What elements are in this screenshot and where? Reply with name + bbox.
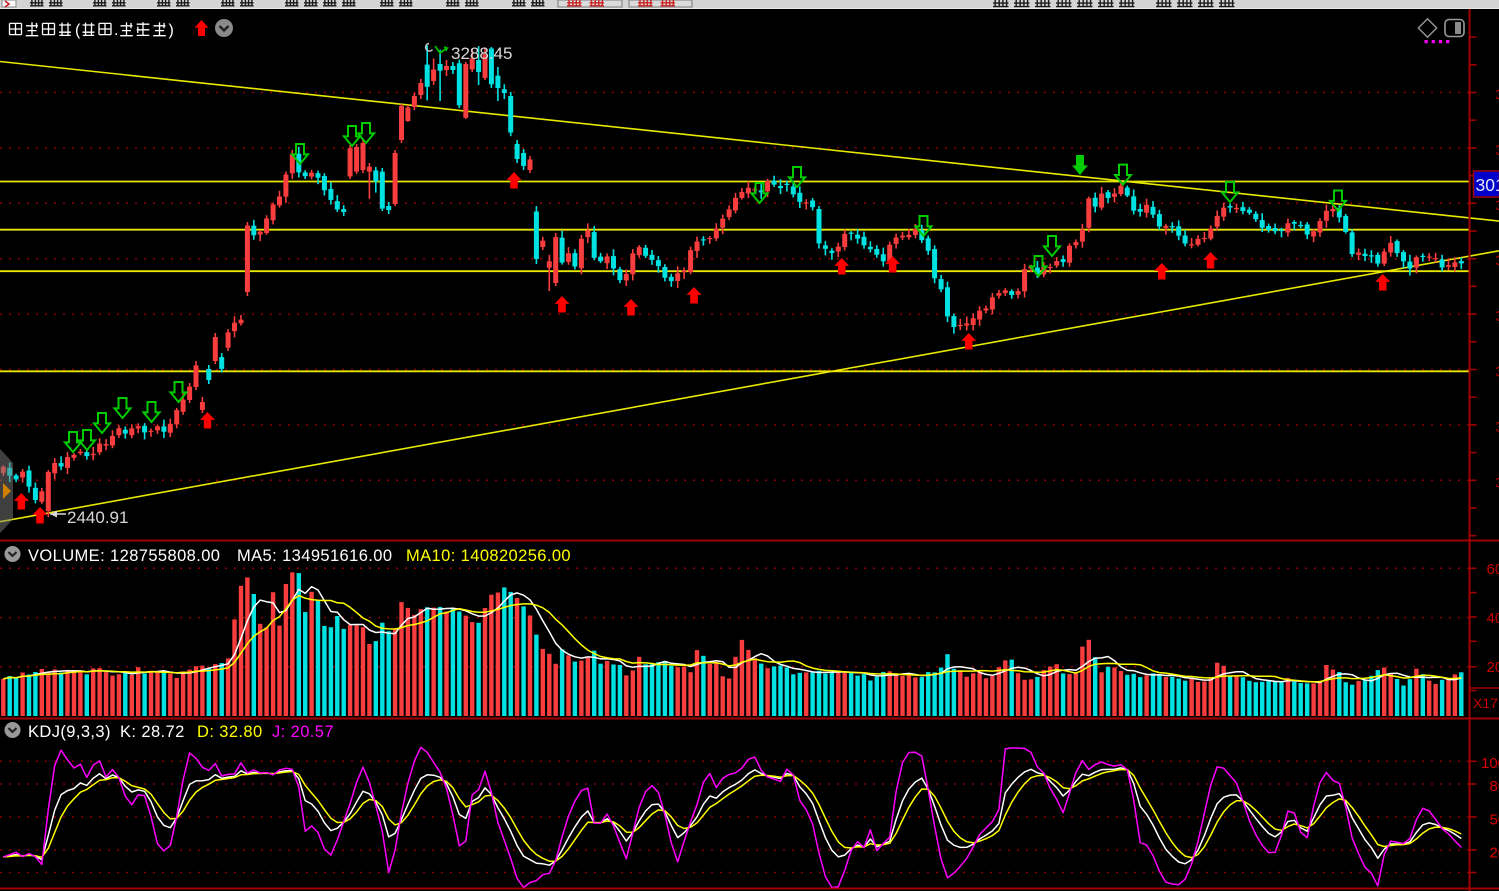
svg-text:20: 20 [1490, 845, 1499, 862]
svg-text:80: 80 [1490, 778, 1499, 795]
svg-text:30: 30 [1496, 419, 1499, 436]
svg-text:20: 20 [1487, 659, 1499, 676]
svg-text:50: 50 [1490, 812, 1499, 829]
svg-text:30: 30 [1496, 142, 1499, 159]
svg-text:MA5: 134951616.00: MA5: 134951616.00 [237, 547, 392, 565]
svg-text:VOLUME: 128755808.00: VOLUME: 128755808.00 [28, 547, 220, 565]
svg-text:3288.45: 3288.45 [451, 44, 512, 63]
svg-text:X17: X17 [1473, 695, 1498, 711]
svg-text:30: 30 [1496, 197, 1499, 214]
svg-text:K: 28.72: K: 28.72 [120, 723, 185, 741]
svg-text:KDJ(9,3,3): KDJ(9,3,3) [28, 723, 111, 741]
svg-text:): ) [169, 22, 174, 39]
svg-text:30: 30 [1496, 364, 1499, 381]
svg-text:.: . [114, 22, 118, 39]
svg-text:MA10: 140820256.00: MA10: 140820256.00 [406, 547, 571, 565]
svg-text:100: 100 [1481, 755, 1499, 772]
svg-text:30: 30 [1496, 308, 1499, 325]
svg-text:60: 60 [1487, 561, 1499, 578]
svg-text:D: 32.80: D: 32.80 [197, 723, 263, 741]
svg-text:30: 30 [1496, 474, 1499, 491]
svg-text:3018: 3018 [1476, 175, 1499, 195]
svg-text:(: ( [75, 22, 81, 39]
svg-text:30: 30 [1496, 253, 1499, 270]
svg-text:J: 20.57: J: 20.57 [272, 723, 334, 741]
svg-text:2440.91: 2440.91 [67, 508, 128, 527]
svg-text:30: 30 [1496, 87, 1499, 104]
svg-text:40: 40 [1487, 610, 1499, 627]
